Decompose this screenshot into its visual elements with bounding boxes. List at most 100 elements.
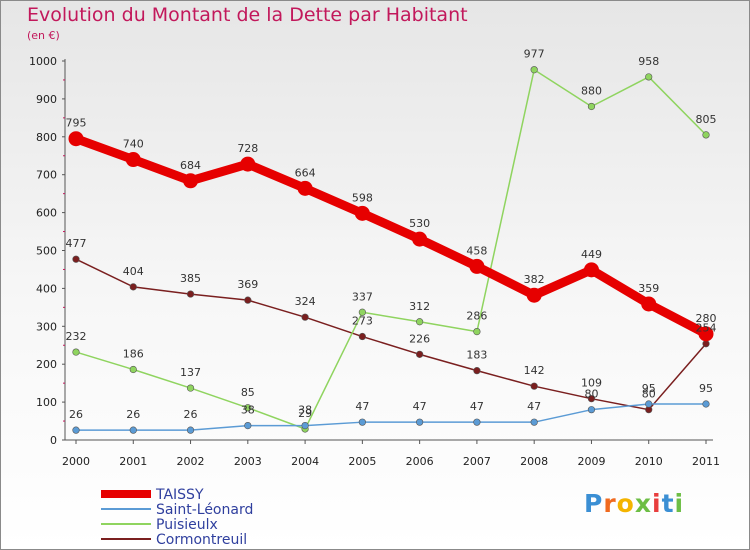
proxiti-logo: Proxiti xyxy=(584,489,684,518)
logo-letter: x xyxy=(634,489,652,518)
data-point xyxy=(72,255,80,263)
legend-label: Saint-Léonard xyxy=(156,502,253,518)
value-label: 29 xyxy=(298,407,312,420)
y-tick-label: 200 xyxy=(36,358,57,371)
value-label: 477 xyxy=(66,237,87,250)
data-point xyxy=(416,318,424,326)
value-label: 38 xyxy=(241,404,255,417)
value-label: 186 xyxy=(123,348,144,361)
value-label: 404 xyxy=(123,265,144,278)
logo-letter: i xyxy=(674,489,685,518)
value-label: 286 xyxy=(466,310,487,323)
value-label: 382 xyxy=(524,273,545,286)
value-label: 312 xyxy=(409,300,430,313)
data-point xyxy=(702,340,710,348)
value-label: 38 xyxy=(298,404,312,417)
value-label: 449 xyxy=(581,248,602,261)
value-label: 142 xyxy=(524,364,545,377)
data-point xyxy=(473,418,481,426)
y-tick-label: 0 xyxy=(50,434,57,447)
data-point xyxy=(473,367,481,375)
value-label: 458 xyxy=(466,244,487,257)
y-tick-label: 300 xyxy=(36,320,57,333)
data-point xyxy=(186,384,195,392)
value-label: 109 xyxy=(581,377,602,390)
x-tick-label: 2001 xyxy=(119,455,147,468)
value-label: 977 xyxy=(524,48,545,61)
y-tick-label: 700 xyxy=(36,169,57,182)
data-point xyxy=(473,328,481,336)
data-point xyxy=(72,348,80,356)
value-label: 273 xyxy=(352,315,373,328)
x-tick-label: 2010 xyxy=(635,455,663,468)
data-point xyxy=(301,313,309,321)
series-lines xyxy=(71,68,711,431)
value-label: 280 xyxy=(696,312,717,325)
data-point xyxy=(702,400,710,408)
x-tick-label: 2007 xyxy=(463,455,491,468)
data-point xyxy=(358,332,366,341)
data-point xyxy=(129,426,137,434)
data-point xyxy=(186,426,195,434)
x-tick-label: 2005 xyxy=(348,455,376,468)
data-point xyxy=(583,262,599,278)
legend-label: Cormontreuil xyxy=(156,532,247,548)
x-tick-label: 2006 xyxy=(406,455,434,468)
value-label: 359 xyxy=(638,282,659,295)
data-point xyxy=(469,258,485,274)
value-label: 47 xyxy=(355,400,369,413)
value-label: 232 xyxy=(66,330,87,343)
data-point xyxy=(129,283,137,291)
data-point xyxy=(587,395,596,403)
data-point xyxy=(698,326,714,342)
data-point xyxy=(244,421,252,430)
series-line xyxy=(75,258,707,411)
y-tick-label: 400 xyxy=(36,282,57,295)
value-label: 26 xyxy=(126,408,140,421)
data-point xyxy=(645,400,653,408)
y-tick-label: 600 xyxy=(36,207,57,220)
data-point xyxy=(72,426,80,434)
logo-letter: t xyxy=(661,489,675,518)
logo-letter: P xyxy=(584,489,604,518)
y-tick-label: 100 xyxy=(36,396,57,409)
value-label: 254 xyxy=(696,322,717,335)
data-point xyxy=(301,421,309,430)
data-point xyxy=(358,418,366,426)
value-label: 530 xyxy=(409,217,430,230)
data-point xyxy=(244,296,252,304)
data-point xyxy=(416,418,424,426)
x-tick-label: 2009 xyxy=(577,455,605,468)
value-label: 805 xyxy=(696,113,717,126)
x-tick-label: 2003 xyxy=(234,455,262,468)
value-label: 85 xyxy=(241,386,255,399)
value-label: 80 xyxy=(642,388,656,401)
y-tick-label: 1000 xyxy=(29,55,57,68)
data-labels: 795 740 684 728 664 598 530 458 382 449 359 280 26 26… xyxy=(66,48,717,421)
value-label: 183 xyxy=(466,349,487,362)
data-point xyxy=(358,308,366,316)
value-label: 95 xyxy=(642,382,656,395)
value-label: 47 xyxy=(470,400,484,413)
value-label: 26 xyxy=(69,408,83,421)
data-point xyxy=(530,66,538,74)
data-point xyxy=(129,365,137,374)
value-label: 664 xyxy=(295,166,316,179)
series-line xyxy=(75,403,707,431)
value-label: 684 xyxy=(180,159,201,172)
data-point xyxy=(240,156,256,172)
value-label: 740 xyxy=(123,138,144,151)
data-point xyxy=(297,180,313,196)
logo-letter: i xyxy=(652,489,662,518)
value-label: 137 xyxy=(180,366,201,379)
value-label: 795 xyxy=(66,117,87,130)
y-tick-label: 900 xyxy=(36,93,57,106)
value-label: 95 xyxy=(699,382,713,395)
value-label: 324 xyxy=(295,295,316,308)
x-tick-label: 2011 xyxy=(692,455,720,468)
data-point xyxy=(530,418,538,426)
value-label: 80 xyxy=(584,388,598,401)
data-point xyxy=(645,73,653,81)
